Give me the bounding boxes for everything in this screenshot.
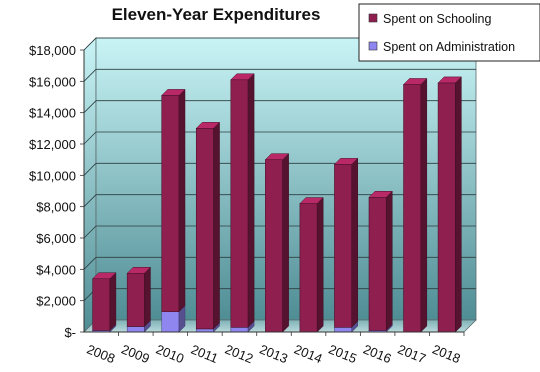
bar-side bbox=[282, 153, 289, 333]
x-tick-label: 2017 bbox=[396, 341, 428, 366]
bar-segment bbox=[437, 76, 462, 333]
y-tick-label: $12,000 bbox=[29, 137, 76, 152]
bar-front bbox=[299, 203, 318, 333]
bar-segment bbox=[161, 88, 186, 313]
y-tick-label: $14,000 bbox=[29, 106, 76, 121]
bar-top bbox=[402, 78, 428, 85]
bar-top bbox=[230, 73, 255, 81]
x-axis: 2008 2009 2010 2011 2012 2013 2014 2015 2016 2017… bbox=[84, 331, 465, 366]
gridline bbox=[83, 37, 476, 51]
bars bbox=[92, 73, 462, 333]
bar-front bbox=[126, 326, 145, 333]
gridline bbox=[83, 100, 476, 113]
bar-segment bbox=[264, 153, 290, 333]
bar-top bbox=[92, 272, 117, 279]
y-tick-label: $10,000 bbox=[29, 168, 76, 183]
gridline bbox=[83, 131, 476, 145]
y-tick-label: $18,000 bbox=[29, 43, 76, 58]
bar-top bbox=[161, 89, 186, 96]
bar-front bbox=[195, 128, 214, 330]
y-tick-label: $8,000 bbox=[36, 200, 76, 215]
bar-front bbox=[92, 278, 111, 331]
legend-swatch-schooling bbox=[368, 13, 378, 23]
y-tick-label: $16,000 bbox=[29, 74, 76, 89]
bar-front bbox=[161, 311, 180, 333]
bar-top bbox=[126, 267, 152, 274]
bar-side bbox=[144, 266, 151, 328]
gridline bbox=[83, 68, 476, 82]
x-tick-label: 2010 bbox=[154, 341, 186, 366]
x-tick-label: 2015 bbox=[327, 341, 359, 366]
bar-segment bbox=[126, 266, 152, 328]
x-tick-label: 2009 bbox=[119, 341, 151, 366]
bar-segment bbox=[299, 196, 324, 333]
bar-front bbox=[126, 272, 145, 327]
bar-side bbox=[109, 272, 117, 332]
y-tick-label: $6,000 bbox=[36, 231, 76, 246]
legend-label-administration: Spent on Administration bbox=[383, 40, 515, 54]
bar-side bbox=[455, 76, 462, 333]
bar-top bbox=[299, 197, 324, 204]
bar-side bbox=[386, 190, 393, 332]
bar-side bbox=[213, 121, 220, 330]
bar-front bbox=[230, 326, 249, 333]
bar-front bbox=[403, 84, 422, 333]
bar-top bbox=[264, 153, 290, 160]
chart-title: Eleven-Year Expenditures bbox=[112, 5, 321, 24]
bar-front bbox=[265, 159, 283, 333]
bar-top bbox=[195, 122, 221, 129]
bar-front bbox=[334, 326, 353, 333]
x-tick-label: 2011 bbox=[189, 342, 221, 366]
bar-top bbox=[368, 191, 393, 198]
bar-side bbox=[316, 196, 324, 333]
bar-top bbox=[333, 158, 359, 165]
bar-front bbox=[368, 196, 387, 331]
legend: Spent on Schooling Spent on Administrati… bbox=[358, 3, 540, 62]
bar-front bbox=[161, 95, 180, 312]
bar-side bbox=[351, 157, 358, 328]
bar-segment bbox=[195, 121, 221, 330]
x-tick-label: 2014 bbox=[292, 341, 324, 366]
y-tick-label: $4,000 bbox=[36, 262, 76, 277]
legend-swatch-administration bbox=[368, 41, 378, 51]
bar-segment bbox=[230, 73, 255, 328]
x-tick-label: 2016 bbox=[361, 341, 393, 366]
y-tick-label: $2,000 bbox=[36, 294, 76, 309]
x-tick-label: 2013 bbox=[257, 341, 289, 366]
bar-side bbox=[247, 73, 255, 328]
bar-side bbox=[178, 88, 186, 313]
bar-segment bbox=[402, 77, 428, 333]
legend-label-schooling: Spent on Schooling bbox=[383, 12, 491, 26]
bar-side bbox=[420, 77, 428, 333]
bar-segment bbox=[368, 190, 393, 332]
bar-top bbox=[437, 76, 462, 84]
y-axis: $- $2,000 $4,000 $6,000 $8,000 $10,000 $12,000… bbox=[29, 43, 85, 340]
bar-front bbox=[334, 164, 353, 328]
x-tick-label: 2012 bbox=[223, 341, 255, 366]
bar-segment bbox=[92, 272, 117, 332]
bar-front bbox=[230, 79, 249, 328]
y-tick-label: $- bbox=[64, 325, 76, 340]
bar-front bbox=[437, 82, 456, 333]
x-tick-label: 2018 bbox=[430, 341, 462, 366]
x-tick-label: 2008 bbox=[85, 341, 117, 366]
bar-segment bbox=[333, 157, 359, 328]
legend-box bbox=[358, 3, 540, 62]
